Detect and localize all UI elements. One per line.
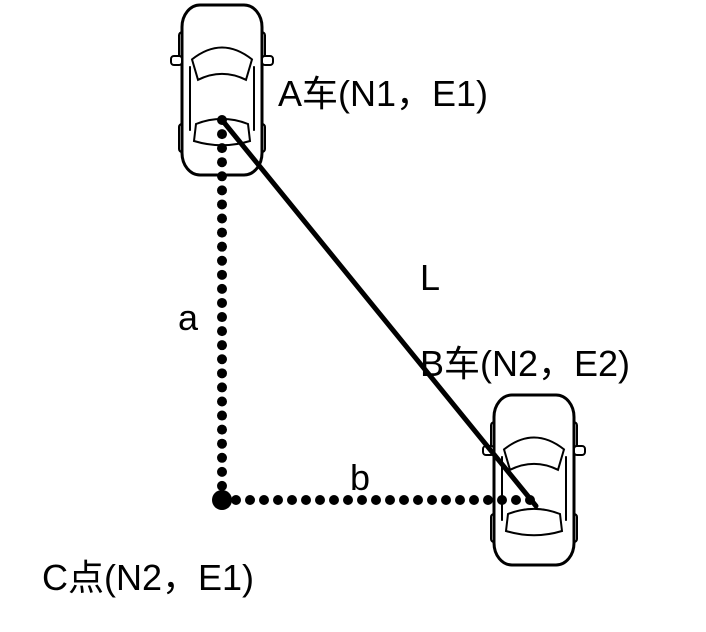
- edge-b-dotted: [217, 495, 535, 505]
- label-edge-L-text: L: [420, 257, 440, 298]
- label-c-point-text: C点(N2，E1): [42, 557, 254, 598]
- car-b-icon: [483, 395, 585, 565]
- label-edge-b-text: b: [350, 457, 370, 498]
- edge-L-line: [222, 120, 536, 506]
- label-edge-a-text: a: [178, 297, 199, 338]
- label-b-car-text: B车(N2，E2): [420, 343, 630, 384]
- point-c: [212, 490, 232, 510]
- edge-a-dotted: [217, 115, 227, 505]
- label-a-car-text: A车(N1，E1): [278, 73, 488, 114]
